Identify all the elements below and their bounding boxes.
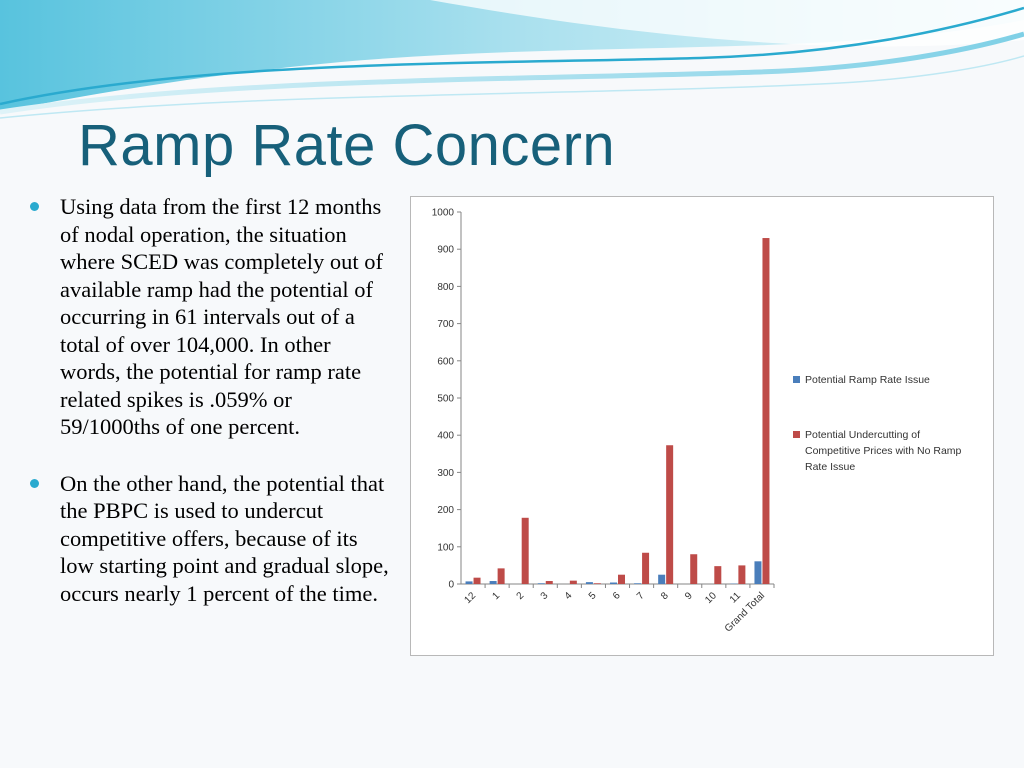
bar-ramp-rate-issue	[489, 581, 497, 584]
bar-undercutting	[714, 566, 722, 584]
y-tick-label: 1000	[432, 208, 455, 219]
header-swoosh	[0, 0, 1024, 119]
y-tick-label: 800	[437, 282, 454, 293]
y-tick-label: 300	[437, 468, 454, 479]
x-tick-label: 8	[659, 590, 671, 602]
bar-ramp-rate-issue	[585, 582, 593, 584]
legend-swatch	[793, 431, 800, 438]
chart-container: 0 100 200 300 400 500 600 700 800 900 1000 12 1 2 3 4 5 6…	[410, 196, 994, 656]
bar-ramp-rate-issue	[537, 583, 545, 584]
bar-ramp-rate-issue	[465, 581, 473, 584]
bar-undercutting	[618, 574, 625, 584]
x-tick-label: 3	[539, 590, 551, 602]
y-tick-label: 500	[437, 394, 454, 405]
x-tick-label: 12	[463, 590, 479, 606]
bar-undercutting	[521, 517, 529, 584]
x-tick-label: 1	[491, 590, 503, 602]
legend-label: Potential Ramp Rate Issue	[805, 374, 930, 386]
x-tick-label: 5	[587, 590, 599, 602]
y-tick-label: 0	[448, 580, 454, 591]
bullet-dot-icon	[30, 202, 39, 211]
bar-ramp-rate-issue	[634, 583, 642, 584]
bar-undercutting	[762, 238, 770, 584]
bar-ramp-rate-issue	[610, 582, 617, 584]
bullet-item: On the other hand, the potential that th…	[30, 470, 390, 608]
bar-undercutting	[642, 552, 650, 584]
bullet-list: Using data from the first 12 months of n…	[30, 193, 390, 607]
y-tick-label: 400	[437, 431, 454, 442]
legend-label: Potential Undercutting of Competitive Pri…	[805, 429, 962, 473]
x-tick-label: 9	[683, 590, 695, 602]
slide-title: Ramp Rate Concern	[78, 113, 616, 178]
y-tick-label: 600	[437, 356, 454, 367]
x-tick-label: 10	[703, 590, 719, 606]
y-tick-label: 700	[437, 319, 454, 330]
legend-swatch	[793, 376, 800, 383]
x-tick-label: 4	[563, 590, 575, 602]
x-tick-label: 6	[611, 590, 623, 602]
bullet-text: On the other hand, the potential that th…	[60, 470, 389, 606]
bullet-dot-icon	[30, 478, 39, 488]
bullet-item: Using data from the first 12 months of n…	[30, 193, 390, 441]
bar-undercutting	[473, 577, 481, 584]
bar-undercutting	[545, 581, 553, 584]
bullet-text: Using data from the first 12 months of n…	[60, 194, 384, 439]
bar-undercutting	[738, 565, 746, 584]
y-tick-label: 100	[437, 542, 454, 553]
bar-undercutting	[666, 445, 674, 584]
y-tick-label: 200	[437, 505, 454, 516]
bar-undercutting	[569, 580, 577, 584]
bar-ramp-rate-issue	[754, 561, 762, 584]
bar-undercutting	[690, 554, 698, 584]
bar-ramp-rate-issue	[658, 574, 666, 584]
x-tick-label: 11	[728, 590, 743, 605]
y-tick-label: 900	[437, 245, 454, 256]
x-tick-label: 7	[635, 590, 647, 602]
bar-undercutting	[593, 583, 601, 584]
bar-undercutting	[497, 568, 505, 584]
x-tick-label: 2	[515, 590, 527, 602]
